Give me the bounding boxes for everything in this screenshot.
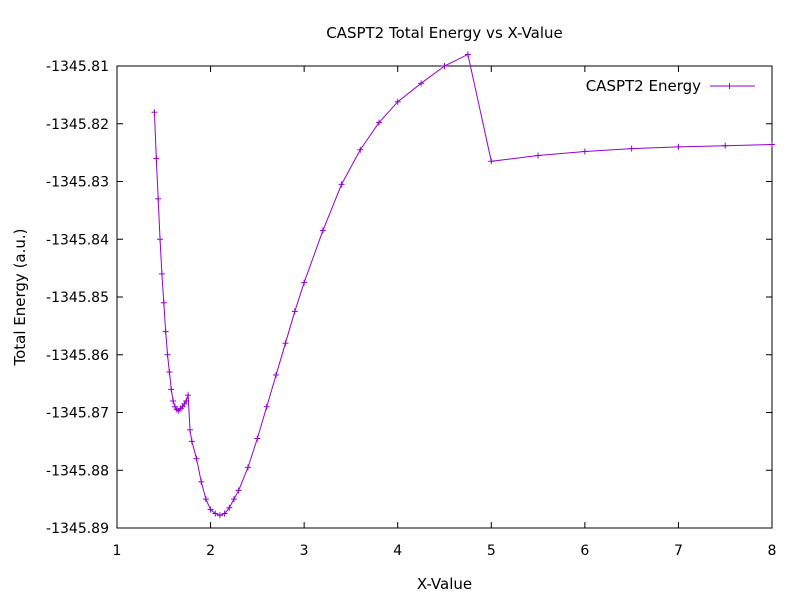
series-line [153,53,773,516]
x-tick-label: 6 [580,543,589,559]
data-point [464,51,471,58]
data-point [166,369,173,376]
data-point [254,435,261,442]
data-point [212,510,219,517]
data-point [338,181,345,188]
legend-label: CASPT2 Energy [586,77,701,95]
data-point [193,455,200,462]
data-point [722,142,729,149]
y-tick-label: -1345.84 [46,232,109,248]
y-tick-label: -1345.87 [46,406,109,422]
x-tick-label: 3 [300,543,309,559]
data-point [202,496,209,503]
data-point [221,510,228,517]
x-tick-label: 4 [393,543,402,559]
data-point [226,504,233,511]
data-point [160,299,167,306]
data-point [198,478,205,485]
data-point [301,279,308,286]
plot-frame [116,65,773,529]
data-point [168,386,175,393]
y-tick-label: -1345.86 [46,348,109,364]
data-point [162,328,169,335]
data-point [216,512,223,519]
data-point [151,109,158,116]
data-point [441,63,448,69]
data-point [185,392,192,399]
y-tick-label: -1345.82 [46,117,109,133]
x-axis-label: X-Value [417,575,472,593]
data-point [207,506,214,513]
chart-title: CASPT2 Total Energy vs X-Value [326,24,563,42]
data-point [153,155,160,162]
y-tick-label: -1345.85 [46,290,109,306]
data-point [488,158,495,165]
data-point [357,146,364,153]
x-tick-label: 2 [206,543,215,559]
data-point [230,496,237,503]
y-axis-label: Total Energy (a.u.) [11,228,29,366]
series-group [151,51,775,519]
data-point [535,152,542,159]
legend-marker [726,83,733,89]
data-point [319,227,326,234]
y-tick-label: -1345.81 [46,59,109,75]
data-point [628,145,635,152]
data-point [418,80,425,87]
legend: CASPT2 Energy [586,77,755,95]
y-axis: -1345.81 -1345.82 -1345.83 -1345.84 -1345.85… [46,59,772,537]
y-tick-label: -1345.89 [46,521,109,537]
data-point [245,464,251,471]
x-tick-label: 1 [113,543,122,559]
y-tick-label: -1345.83 [46,175,109,191]
data-point [235,487,242,494]
x-axis: 1 2 3 4 5 6 7 8 [113,66,777,559]
data-point [158,270,165,277]
data-point [183,397,190,404]
x-tick-label: 8 [768,543,777,559]
data-point [394,98,401,105]
data-point [164,351,171,358]
data-point [155,195,162,202]
x-tick-label: 7 [674,543,683,559]
data-point [581,148,588,155]
data-point [170,397,177,404]
data-point [157,236,164,243]
data-point [376,119,382,126]
data-point [282,340,289,347]
data-point [186,426,193,433]
data-point [188,438,195,445]
data-point [675,143,682,150]
data-point [263,403,270,410]
x-tick-label: 5 [487,543,496,559]
y-tick-label: -1345.88 [46,463,109,479]
data-point [273,371,280,378]
data-point [291,308,298,315]
data-point [769,141,775,148]
